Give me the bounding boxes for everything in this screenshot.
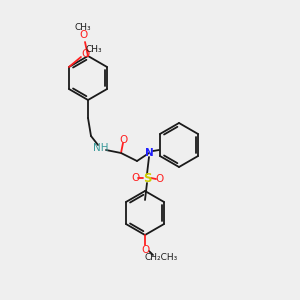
- Text: O: O: [119, 135, 127, 145]
- Text: O: O: [155, 174, 163, 184]
- Text: CH₃: CH₃: [85, 46, 102, 55]
- Text: NH: NH: [93, 143, 109, 153]
- Text: CH₃: CH₃: [75, 22, 91, 32]
- Text: O: O: [79, 30, 87, 40]
- Text: S: S: [143, 172, 151, 184]
- Text: O: O: [82, 49, 90, 59]
- Text: N: N: [145, 148, 153, 158]
- Text: O: O: [131, 173, 139, 183]
- Text: CH₂CH₃: CH₂CH₃: [144, 254, 178, 262]
- Text: O: O: [141, 245, 149, 255]
